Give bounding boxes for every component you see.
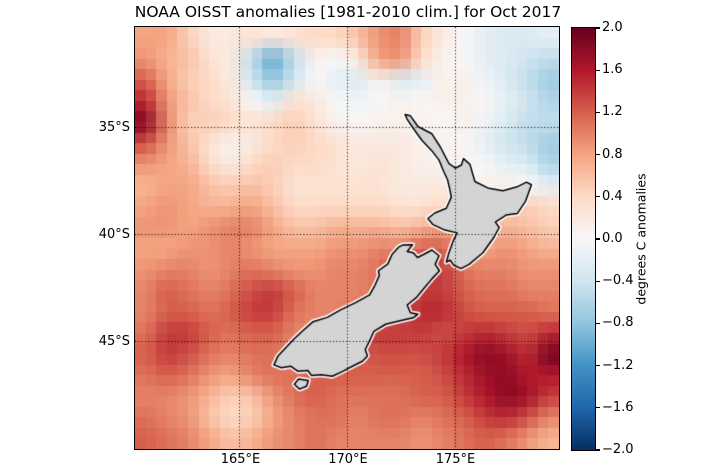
- x-tick-label: 165°E: [220, 452, 261, 467]
- colorbar-tick-label: −0.8: [602, 315, 634, 331]
- colorbar-tick-label: −1.6: [602, 399, 634, 415]
- colorbar-tick-mark: [596, 27, 600, 29]
- colorbar-tick-mark: [596, 111, 600, 113]
- colorbar-tick-mark: [596, 238, 600, 240]
- colorbar-tick-label: −2.0: [602, 442, 634, 457]
- colorbar-tick-mark: [596, 69, 600, 71]
- colorbar-tick-mark: [596, 280, 600, 282]
- colorbar-tick-label: −1.2: [602, 357, 634, 373]
- colorbar-gradient: [571, 27, 595, 450]
- x-tick-label: 175°E: [435, 452, 476, 467]
- colorbar-tick-label: −0.4: [602, 273, 634, 289]
- colorbar-tick-mark: [596, 196, 600, 198]
- colorbar-tick-label: 1.6: [602, 62, 623, 78]
- colorbar-tick-label: 2.0: [602, 20, 623, 35]
- colorbar-tick-label: 0.4: [602, 188, 623, 204]
- y-tick-label: 40°S: [98, 227, 130, 243]
- colorbar-label: degrees C anomalies: [633, 173, 649, 305]
- colorbar-tick-mark: [596, 449, 600, 451]
- colorbar-tick-label: 1.2: [602, 104, 623, 120]
- plot-title: NOAA OISST anomalies [1981-2010 clim.] f…: [134, 3, 562, 21]
- colorbar-tick-label: 0.0: [602, 231, 623, 246]
- colorbar-tick-mark: [596, 322, 600, 324]
- map-plot-area: [134, 26, 561, 451]
- sst-anomaly-heatmap: [135, 27, 560, 450]
- colorbar-tick-mark: [596, 365, 600, 367]
- colorbar-tick-mark: [596, 407, 600, 409]
- x-tick-label: 170°E: [328, 452, 368, 467]
- colorbar-tick-label: 0.8: [602, 146, 623, 162]
- colorbar-tick-mark: [596, 154, 600, 156]
- y-tick-label: 35°S: [98, 120, 130, 136]
- colorbar: [570, 26, 596, 451]
- y-tick-label: 45°S: [98, 334, 130, 350]
